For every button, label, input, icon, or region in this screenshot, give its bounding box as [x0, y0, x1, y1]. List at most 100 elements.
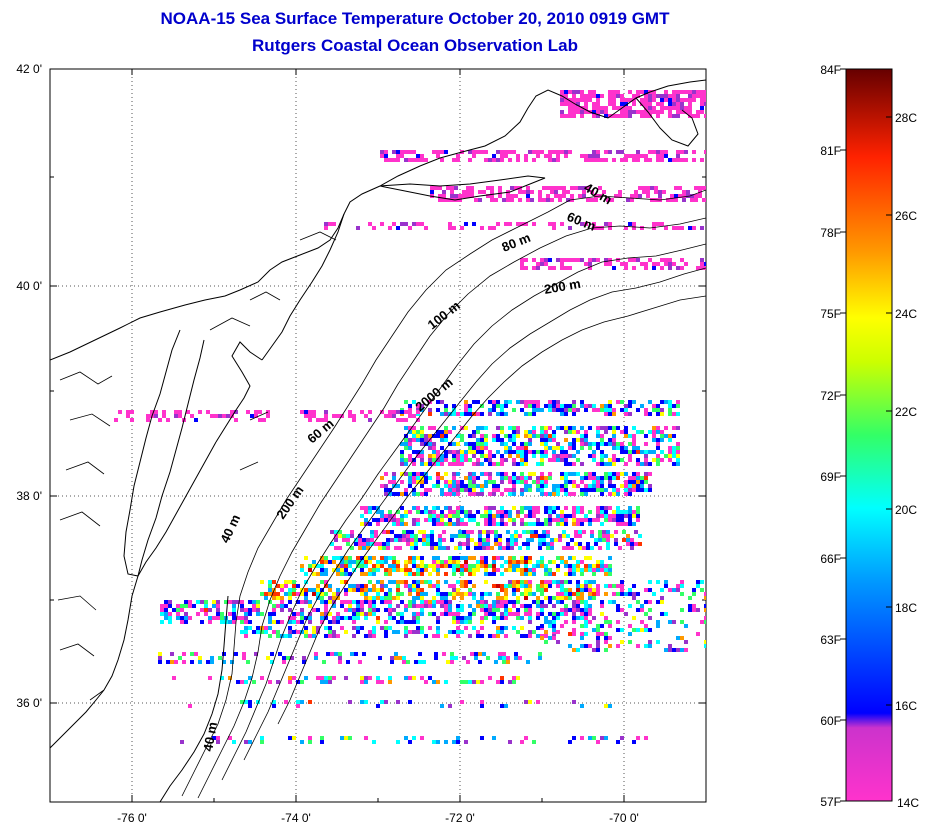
- sst-pixel: [356, 226, 360, 230]
- sst-pixel: [324, 604, 328, 608]
- sst-pixel: [596, 434, 600, 438]
- sst-pixel: [174, 414, 178, 418]
- sst-pixel: [532, 630, 536, 634]
- sst-pixel: [444, 484, 448, 488]
- sst-pixel: [510, 546, 514, 550]
- sst-pixel: [640, 90, 644, 94]
- sst-pixel: [660, 408, 664, 412]
- sst-pixel: [420, 480, 424, 484]
- sst-pixel: [512, 442, 516, 446]
- sst-pixel: [304, 676, 308, 680]
- sst-pixel: [182, 652, 186, 656]
- sst-pixel: [572, 442, 576, 446]
- sst-pixel: [452, 454, 456, 458]
- sst-pixel: [444, 434, 448, 438]
- sst-pixel: [512, 612, 516, 616]
- sst-pixel: [548, 560, 552, 564]
- sst-pixel: [368, 568, 372, 572]
- sst-pixel: [324, 676, 328, 680]
- sst-pixel: [544, 634, 548, 638]
- sst-pixel: [408, 442, 412, 446]
- sst-pixel: [632, 222, 636, 226]
- sst-pixel: [580, 258, 584, 262]
- sst-pixel: [592, 258, 596, 262]
- sst-pixel: [484, 434, 488, 438]
- colorbar-f-label: 57F: [820, 795, 841, 809]
- sst-pixel: [376, 616, 380, 620]
- sst-pixel: [640, 114, 644, 118]
- sst-pixel: [392, 564, 396, 568]
- sst-pixel: [312, 608, 316, 612]
- sst-pixel: [652, 110, 656, 114]
- sst-pixel: [568, 740, 572, 744]
- sst-pixel: [582, 190, 586, 194]
- sst-pixel: [444, 572, 448, 576]
- sst-pixel: [504, 600, 508, 604]
- sst-pixel: [528, 450, 532, 454]
- sst-pixel: [500, 522, 504, 526]
- sst-pixel: [644, 434, 648, 438]
- sst-pixel: [508, 580, 512, 584]
- sst-pixel: [208, 608, 212, 612]
- sst-pixel: [404, 418, 408, 422]
- sst-pixel: [520, 506, 524, 510]
- sst-pixel: [464, 426, 468, 430]
- sst-pixel: [324, 634, 328, 638]
- sst-pixel: [164, 608, 168, 612]
- sst-pixel: [404, 736, 408, 740]
- sst-pixel: [514, 656, 518, 660]
- sst-pixel: [508, 564, 512, 568]
- sst-pixel: [480, 700, 484, 704]
- sst-pixel: [504, 592, 508, 596]
- sst-pixel: [456, 556, 460, 560]
- sst-pixel: [542, 530, 546, 534]
- sst-pixel: [560, 556, 564, 560]
- sst-pixel: [256, 612, 260, 616]
- sst-pixel: [268, 612, 272, 616]
- sst-pixel: [624, 404, 628, 408]
- sst-pixel: [572, 620, 576, 624]
- sst-pixel: [470, 186, 474, 190]
- sst-pixel: [328, 588, 332, 592]
- sst-pixel: [672, 426, 676, 430]
- sst-pixel: [616, 620, 620, 624]
- sst-pixel: [440, 454, 444, 458]
- sst-pixel: [460, 226, 464, 230]
- sst-pixel: [396, 612, 400, 616]
- sst-pixel: [556, 404, 560, 408]
- sst-pixel: [384, 514, 388, 518]
- sst-pixel: [474, 542, 478, 546]
- sst-pixel: [570, 546, 574, 550]
- sst-pixel: [564, 484, 568, 488]
- sst-pixel: [572, 612, 576, 616]
- sst-pixel: [388, 680, 392, 684]
- sst-pixel: [564, 404, 568, 408]
- sst-pixel: [460, 620, 464, 624]
- sst-pixel: [468, 442, 472, 446]
- sst-pixel: [396, 588, 400, 592]
- sst-pixel: [560, 258, 564, 262]
- sst-pixel: [558, 534, 562, 538]
- sst-pixel: [364, 592, 368, 596]
- sst-pixel: [576, 438, 580, 442]
- sst-pixel: [408, 430, 412, 434]
- sst-pixel: [328, 222, 332, 226]
- sst-pixel: [612, 458, 616, 462]
- sst-pixel: [592, 110, 596, 114]
- sst-pixel: [620, 608, 624, 612]
- sst-pixel: [368, 560, 372, 564]
- sst-pixel: [548, 476, 552, 480]
- sst-pixel: [436, 472, 440, 476]
- sst-pixel: [516, 426, 520, 430]
- sst-pixel: [430, 542, 434, 546]
- sst-pixel: [444, 506, 448, 510]
- sst-pixel: [300, 616, 304, 620]
- sst-pixel: [596, 102, 600, 106]
- sst-pixel: [468, 412, 472, 416]
- sst-pixel: [584, 608, 588, 612]
- sst-pixel: [532, 150, 536, 154]
- sst-pixel: [288, 620, 292, 624]
- sst-pixel: [436, 454, 440, 458]
- sst-pixel: [432, 150, 436, 154]
- sst-pixel: [616, 488, 620, 492]
